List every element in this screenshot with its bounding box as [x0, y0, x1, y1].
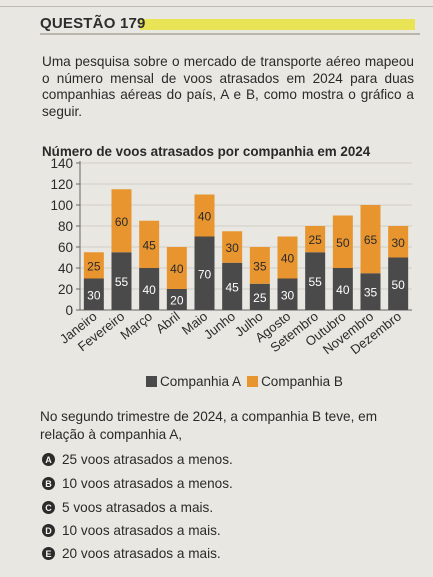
bar-b [194, 194, 215, 237]
title-underline [40, 33, 420, 35]
data-label-a: 30 [281, 288, 295, 302]
bar-a [332, 268, 353, 310]
option-d-badge: D [42, 524, 55, 537]
bar-b [332, 215, 353, 268]
bar-a [305, 252, 326, 310]
y-tick-label: 140 [50, 156, 73, 171]
y-tick-label: 40 [58, 261, 73, 276]
data-label-b: 50 [336, 236, 350, 250]
question-prompt: No segundo trimestre de 2024, a companhi… [40, 409, 378, 442]
bar-a [194, 236, 215, 310]
x-tick-label: Junho [201, 309, 238, 343]
page-top-rule [0, 6, 433, 7]
legend-label-b: Companhia B [261, 374, 343, 389]
y-tick-label: 60 [58, 240, 73, 255]
bar-b [305, 226, 326, 253]
data-label-b: 40 [198, 210, 212, 224]
data-label-b: 30 [391, 236, 405, 250]
data-label-a: 30 [87, 288, 101, 302]
option-b[interactable]: B 10 voos atrasados a menos. [42, 476, 233, 491]
option-c-badge: C [42, 501, 55, 514]
option-a-text: 25 voos atrasados a menos. [62, 452, 233, 467]
y-tick-label: 100 [50, 198, 73, 213]
data-label-a: 45 [225, 280, 239, 294]
bar-b [249, 247, 270, 284]
bar-a [222, 262, 243, 310]
bar-b [139, 220, 160, 268]
data-label-a: 55 [308, 275, 322, 289]
y-tick-label: 120 [50, 177, 73, 192]
option-b-badge: B [42, 477, 55, 490]
data-label-a: 25 [253, 291, 267, 305]
bar-a [139, 268, 160, 310]
x-tick-label: Abril [153, 308, 183, 336]
option-a-badge: A [42, 453, 55, 466]
data-label-b: 40 [170, 262, 184, 276]
bar-a [111, 252, 132, 310]
option-e-text: 20 voos atrasados a mais. [62, 546, 221, 561]
data-label-a: 55 [115, 275, 129, 289]
bar-b [222, 231, 243, 263]
option-e[interactable]: E 20 voos atrasados a mais. [42, 546, 221, 561]
y-tick-label: 80 [58, 219, 73, 234]
bar-b [388, 226, 409, 258]
data-label-a: 35 [364, 286, 378, 300]
legend-item-b: Companhia B [247, 374, 343, 389]
option-c-text: 5 voos atrasados a mais. [62, 500, 214, 515]
bar-a [83, 278, 104, 310]
chart-legend: Companhia A Companhia B [146, 374, 349, 389]
data-label-b: 60 [115, 215, 129, 229]
x-tick-label: Março [117, 309, 155, 343]
question-intro: Uma pesquisa sobre o mercado de transpor… [42, 54, 414, 119]
data-label-b: 35 [253, 259, 267, 273]
data-label-b: 40 [281, 252, 295, 266]
option-c[interactable]: C 5 voos atrasados a mais. [42, 500, 213, 515]
data-label-a: 70 [198, 267, 212, 281]
data-label-b: 45 [142, 238, 156, 252]
data-label-a: 20 [170, 294, 184, 308]
data-label-b: 25 [87, 259, 101, 273]
y-tick-label: 0 [65, 303, 73, 318]
bar-b [360, 205, 381, 274]
bar-b [83, 252, 104, 279]
legend-swatch-b [247, 376, 259, 387]
bar-a [277, 278, 298, 310]
option-a[interactable]: A 25 voos atrasados a menos. [42, 452, 233, 467]
bar-a [388, 257, 409, 310]
y-tick-label: 20 [58, 282, 73, 297]
bar-a [166, 289, 187, 310]
option-d-text: 10 voos atrasados a mais. [62, 523, 221, 538]
data-label-a: 50 [391, 278, 405, 292]
data-label-b: 25 [308, 233, 322, 247]
data-label-b: 30 [225, 241, 239, 255]
legend-item-a: Companhia A [146, 374, 241, 389]
option-b-text: 10 voos atrasados a menos. [62, 476, 233, 491]
title-highlight [140, 19, 415, 30]
bar-b [166, 247, 187, 289]
legend-swatch-a [146, 376, 157, 387]
bar-b [111, 189, 132, 253]
option-d[interactable]: D 10 voos atrasados a mais. [42, 523, 221, 538]
chart-title: Número de voos atrasados por companhia e… [42, 144, 371, 159]
question-title: QUESTÃO 179 [40, 15, 146, 32]
legend-label-a: Companhia A [160, 374, 242, 389]
bar-b [277, 236, 298, 279]
data-label-b: 65 [364, 233, 378, 247]
data-label-a: 40 [142, 283, 156, 297]
bar-a [360, 273, 381, 310]
data-label-a: 40 [336, 283, 350, 297]
bar-a [249, 283, 270, 310]
option-e-badge: E [42, 547, 55, 560]
